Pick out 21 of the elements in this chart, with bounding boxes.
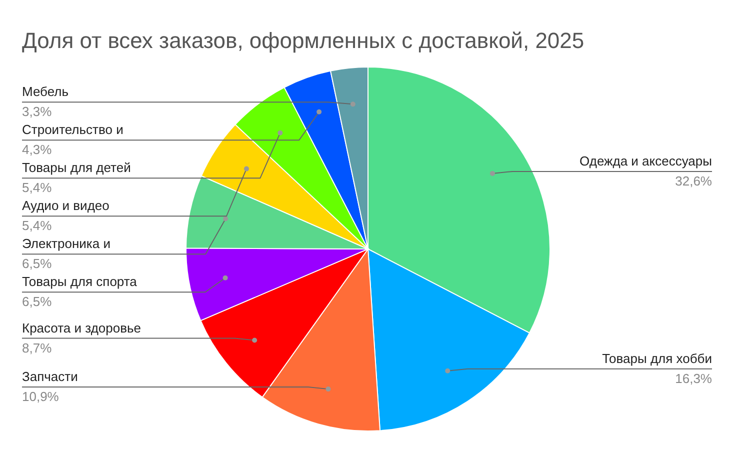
data-label: 5,4% [22,218,52,234]
slice-label: Запчасти [22,369,78,384]
data-label: 6,5% [22,256,52,272]
slice-label: Товары для спорта [22,274,138,290]
data-label: 4,3% [22,142,52,158]
data-label: 16,3% [675,370,712,386]
data-label: 6,5% [22,294,52,310]
slice-label: Товары для хобби [602,350,712,366]
slice-label: Товары для детей [22,160,131,176]
slice-label: Мебель [22,84,69,100]
slice-label: Строительство и [22,122,124,138]
data-label: 8,7% [22,340,52,356]
slice-label: Аудио и видео [22,198,110,214]
slice-label: Электроника и [22,236,110,252]
chart-title: Доля от всех заказов, оформленных с доставкой, 2025 [22,28,584,53]
data-label: 3,3% [22,104,52,120]
slice-label: Красота и здоровье [22,320,142,336]
data-label: 10,9% [22,389,60,404]
data-label: 5,4% [22,180,52,196]
slice-label: Одежда и аксессуары [580,153,712,168]
data-label: 32,6% [675,173,712,188]
